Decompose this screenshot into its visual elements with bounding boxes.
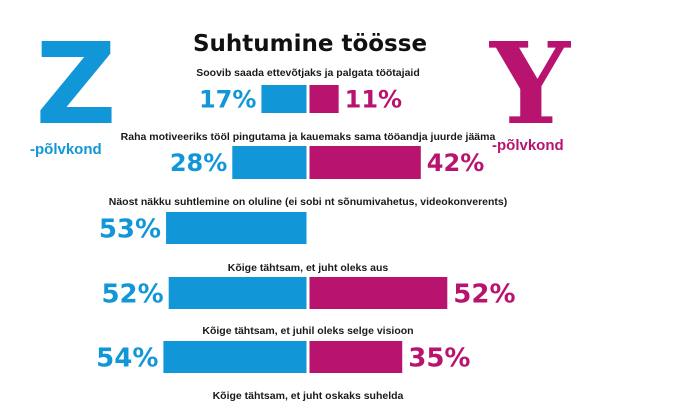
row-0: Soovib saada ettevõtjaks ja palgata tööt…	[196, 67, 419, 114]
row-1: Raha motiveeriks tööl pingutama ja kauem…	[121, 131, 496, 179]
z-bar	[261, 85, 307, 113]
question-label: Kõige tähtsam, et juht oskaks suhelda	[213, 390, 404, 402]
question-label: Raha motiveeriks tööl pingutama ja kauem…	[121, 131, 496, 143]
y-generation-letter: Y	[489, 19, 571, 150]
z-value-label: 52%	[101, 279, 163, 309]
z-bar	[163, 341, 307, 373]
z-bar	[168, 277, 307, 309]
question-label: Soovib saada ettevõtjaks ja palgata tööt…	[196, 67, 419, 79]
question-label: Näost näkku suhtlemine on oluline (ei so…	[109, 196, 508, 208]
y-bar	[309, 277, 448, 309]
chart-rows: Soovib saada ettevõtjaks ja palgata tööt…	[96, 67, 515, 402]
y-generation-label: -põlvkond	[492, 137, 564, 154]
z-value-label: 53%	[99, 214, 161, 244]
y-bar	[309, 85, 339, 113]
question-label: Kõige tähtsam, et juht oleks aus	[228, 262, 389, 274]
y-bar	[309, 146, 421, 179]
z-bar	[232, 146, 307, 179]
y-bar	[309, 341, 403, 373]
y-value-label: 52%	[453, 279, 515, 309]
y-value-label: 42%	[427, 149, 484, 177]
z-value-label: 17%	[199, 86, 256, 114]
row-5: Kõige tähtsam, et juht oskaks suhelda	[213, 390, 404, 402]
z-value-label: 54%	[96, 343, 158, 373]
y-value-label: 11%	[345, 86, 402, 114]
row-3: Kõige tähtsam, et juht oleks aus 52% 52%	[101, 262, 515, 309]
z-value-label: 28%	[170, 149, 227, 177]
z-bar	[166, 212, 307, 244]
z-generation-letter: Z	[35, 20, 116, 150]
row-4: Kõige tähtsam, et juhil oleks selge visi…	[96, 325, 470, 373]
y-value-label: 35%	[408, 343, 470, 373]
question-label: Kõige tähtsam, et juhil oleks selge visi…	[202, 325, 413, 337]
row-2: Näost näkku suhtlemine on oluline (ei so…	[99, 196, 507, 244]
z-generation-label: -põlvkond	[30, 141, 102, 158]
chart-title: Suhtumine töösse	[193, 31, 427, 57]
